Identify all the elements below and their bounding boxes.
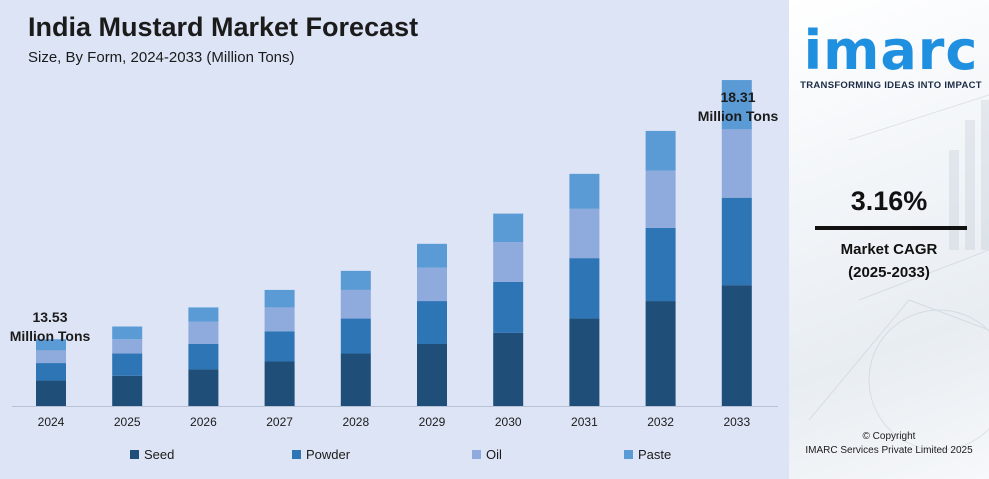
- cagr-label: Market CAGR: [840, 241, 938, 258]
- bar-seed-2027: [264, 361, 295, 406]
- bar-paste-2024: [36, 339, 66, 351]
- legend-swatch-paste: [624, 450, 633, 459]
- bar-oil-2032: [645, 170, 676, 228]
- start-unit: Million Tons: [9, 328, 91, 344]
- bar-paste-2027: [264, 289, 295, 308]
- bar-oil-2028: [340, 289, 371, 319]
- legend-item-oil: Oil: [472, 447, 502, 462]
- chart-panel: India Mustard Market Forecast Size, By F…: [0, 0, 789, 479]
- bar-paste-2025: [112, 326, 143, 340]
- bar-powder-2030: [493, 281, 524, 333]
- bar-seed-2028: [340, 353, 371, 406]
- bar-powder-2026: [188, 343, 219, 370]
- x-tick-label-2029: 2029: [419, 415, 446, 429]
- logo-wordmark: imarc: [803, 19, 979, 82]
- bar-oil-2033: [721, 129, 752, 198]
- bar-paste-2026: [188, 307, 219, 322]
- cagr-value: 3.16%: [850, 186, 928, 216]
- bar-seed-2026: [188, 369, 219, 406]
- bar-oil-2024: [36, 350, 66, 364]
- end-value-annotation: 18.31 Million Tons: [688, 88, 788, 126]
- bar-seed-2030: [493, 332, 524, 406]
- bar-oil-2025: [112, 339, 143, 354]
- logo-tagline: TRANSFORMING IDEAS INTO IMPACT: [800, 80, 982, 91]
- x-tick-label-2033: 2033: [723, 415, 750, 429]
- x-tick-label-2025: 2025: [114, 415, 141, 429]
- bar-powder-2029: [417, 301, 447, 344]
- bar-powder-2025: [112, 353, 143, 376]
- bar-powder-2024: [36, 363, 66, 381]
- x-tick-label-2030: 2030: [495, 415, 522, 429]
- bar-seed-2031: [569, 318, 600, 406]
- bar-paste-2033: [721, 80, 752, 130]
- sidebar-panel: imarc TRANSFORMING IDEAS INTO IMPACT 3.1…: [789, 0, 989, 479]
- x-tick-label-2031: 2031: [571, 415, 598, 429]
- legend-item-paste: Paste: [624, 447, 671, 462]
- bar-seed-2033: [721, 285, 752, 406]
- bar-paste-2032: [645, 130, 676, 171]
- copyright-line-2: IMARC Services Private Limited 2025: [805, 445, 973, 456]
- cagr-divider: [815, 226, 967, 230]
- bar-seed-2024: [36, 380, 66, 406]
- bar-seed-2025: [112, 375, 143, 406]
- bar-powder-2027: [264, 331, 295, 362]
- legend-swatch-powder: [292, 450, 301, 459]
- copyright-line-1: © Copyright: [862, 431, 916, 442]
- chart-title: India Mustard Market Forecast: [28, 12, 419, 42]
- bar-powder-2032: [645, 227, 676, 302]
- legend-swatch-oil: [472, 450, 481, 459]
- x-tick-label-2032: 2032: [647, 415, 674, 429]
- bar-oil-2029: [417, 267, 447, 302]
- bar-powder-2028: [340, 318, 371, 354]
- bar-oil-2027: [264, 307, 295, 332]
- bar-chart: 2024 2025 2026 2027 2028 2029 2030 2031 2032 2033: [12, 80, 778, 429]
- legend-label-seed: Seed: [144, 447, 175, 462]
- bar-oil-2026: [188, 321, 219, 344]
- imarc-logo: imarc TRANSFORMING IDEAS INTO IMPACT: [797, 19, 985, 92]
- end-unit: Million Tons: [697, 108, 779, 124]
- bar-seed-2032: [645, 301, 676, 406]
- legend-item-powder: Powder: [292, 447, 350, 462]
- x-tick-label-2026: 2026: [190, 415, 217, 429]
- start-value-annotation: 13.53 Million Tons: [0, 308, 100, 346]
- bar-paste-2028: [340, 270, 371, 290]
- legend-label-powder: Powder: [306, 447, 351, 462]
- cagr-label-block: Market CAGR (2025-2033): [789, 238, 989, 284]
- legend-item-seed: Seed: [130, 447, 174, 462]
- x-tick-label-2027: 2027: [266, 415, 293, 429]
- cagr-period: (2025-2033): [848, 264, 930, 281]
- legend-label-oil: Oil: [486, 447, 502, 462]
- end-value: 18.31: [720, 89, 756, 105]
- x-tick-label-2028: 2028: [342, 415, 369, 429]
- copyright-notice: © Copyright IMARC Services Private Limit…: [789, 430, 989, 458]
- chart-legend: Seed Powder Oil Paste: [0, 447, 789, 465]
- bar-powder-2033: [721, 197, 752, 286]
- start-value: 13.53: [32, 309, 68, 325]
- bar-oil-2030: [493, 242, 524, 282]
- bar-paste-2031: [569, 173, 600, 209]
- chart-subtitle: Size, By Form, 2024-2033 (Million Tons): [28, 49, 295, 66]
- background-chart-decoration: [808, 94, 989, 451]
- legend-swatch-seed: [130, 450, 139, 459]
- legend-label-paste: Paste: [638, 447, 672, 462]
- bar-oil-2031: [569, 208, 600, 259]
- bar-paste-2030: [493, 213, 524, 243]
- bar-seed-2029: [417, 343, 447, 406]
- bar-powder-2031: [569, 258, 600, 319]
- bar-paste-2029: [417, 243, 447, 268]
- x-tick-label-2024: 2024: [38, 415, 65, 429]
